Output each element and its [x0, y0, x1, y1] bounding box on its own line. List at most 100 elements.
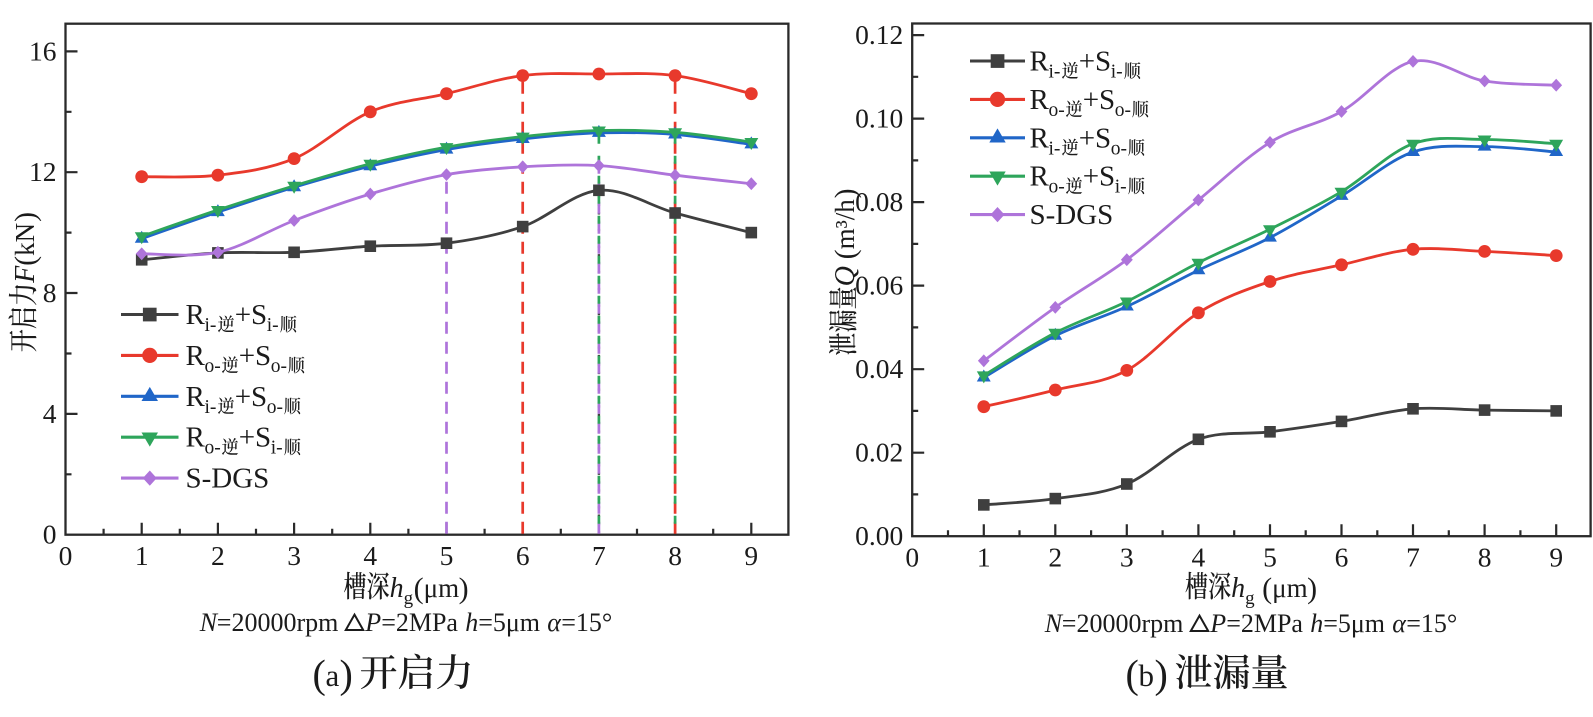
svg-text:+S: +S — [239, 340, 271, 372]
svg-text:R: R — [186, 299, 206, 331]
svg-text:0.10: 0.10 — [855, 103, 903, 134]
svg-text:R: R — [1030, 122, 1050, 154]
svg-text:R: R — [1030, 161, 1050, 193]
svg-text:7: 7 — [1406, 542, 1420, 573]
svg-text:=5μm: =5μm — [1323, 609, 1385, 638]
svg-text:): ) — [829, 188, 862, 198]
svg-text:2: 2 — [1048, 542, 1062, 573]
svg-text:μm: μm — [424, 573, 459, 603]
svg-text:(: ( — [313, 652, 326, 697]
svg-text:F: F — [10, 265, 41, 284]
svg-text:+S: +S — [1079, 46, 1111, 78]
svg-text:α: α — [1392, 609, 1407, 638]
svg-text:i-: i- — [1049, 62, 1061, 83]
svg-text:m³/h: m³/h — [830, 199, 860, 250]
svg-text:g: g — [404, 588, 414, 609]
svg-text:=20000rpm: =20000rpm — [217, 608, 339, 637]
svg-text:0.08: 0.08 — [855, 186, 903, 217]
svg-text:(: ( — [1126, 652, 1139, 697]
svg-text:+S: +S — [1079, 122, 1111, 154]
svg-text:o-: o- — [1049, 100, 1065, 121]
svg-text:i-: i- — [205, 315, 217, 336]
svg-text:4: 4 — [1192, 542, 1206, 573]
svg-text:i-: i- — [205, 397, 217, 418]
svg-text:(: ( — [1262, 572, 1272, 605]
svg-text:o-: o- — [205, 438, 221, 459]
svg-text:0: 0 — [905, 542, 919, 573]
svg-text:): ) — [340, 652, 353, 697]
svg-text:o-: o- — [267, 397, 283, 418]
svg-text:3: 3 — [1120, 542, 1134, 573]
svg-text:S-DGS: S-DGS — [1030, 199, 1114, 231]
svg-text:): ) — [459, 572, 469, 605]
svg-text:2: 2 — [211, 540, 225, 571]
svg-text:a: a — [326, 658, 340, 693]
svg-text:+S: +S — [1083, 84, 1115, 116]
svg-text:N: N — [199, 608, 219, 637]
svg-text:16: 16 — [29, 35, 57, 66]
svg-text:(: ( — [414, 572, 424, 605]
svg-text:5: 5 — [440, 540, 454, 571]
svg-text:+S: +S — [239, 422, 271, 454]
svg-text:6: 6 — [1335, 542, 1349, 573]
svg-text:R: R — [1030, 84, 1050, 116]
svg-text:+S: +S — [235, 381, 267, 413]
svg-text:R: R — [186, 340, 206, 372]
svg-text:0: 0 — [43, 519, 57, 550]
svg-text:8: 8 — [1478, 542, 1492, 573]
svg-text:o-: o- — [1049, 177, 1065, 198]
svg-text:7: 7 — [592, 540, 606, 571]
svg-text:S-DGS: S-DGS — [186, 463, 270, 495]
svg-text:P: P — [364, 608, 381, 637]
svg-text:o-: o- — [271, 356, 287, 377]
svg-text:): ) — [1307, 572, 1317, 605]
svg-text:μm: μm — [1272, 573, 1307, 603]
svg-text:α: α — [547, 608, 562, 637]
svg-text:+S: +S — [1083, 161, 1115, 193]
svg-text:9: 9 — [744, 540, 758, 571]
svg-text:kN: kN — [10, 223, 40, 256]
svg-text:(: ( — [9, 256, 42, 266]
svg-text:i-: i- — [1115, 177, 1127, 198]
svg-text:4: 4 — [43, 398, 57, 429]
svg-text:=15°: =15° — [1406, 609, 1457, 638]
svg-text:0.12: 0.12 — [855, 19, 903, 50]
svg-text:): ) — [1155, 652, 1168, 697]
svg-text:N: N — [1044, 609, 1064, 638]
svg-text:i-: i- — [1111, 62, 1123, 83]
svg-text:h: h — [465, 608, 478, 637]
svg-text:8: 8 — [43, 277, 57, 308]
svg-text:0.00: 0.00 — [855, 520, 903, 551]
svg-text:1: 1 — [977, 542, 991, 573]
svg-text:R: R — [186, 422, 206, 454]
svg-text:0.06: 0.06 — [855, 270, 903, 301]
svg-text:b: b — [1139, 658, 1155, 693]
svg-text:=20000rpm: =20000rpm — [1062, 609, 1184, 638]
svg-text:=2MPa: =2MPa — [1226, 609, 1303, 638]
svg-text:12: 12 — [29, 156, 57, 187]
svg-text:o-: o- — [1111, 138, 1127, 159]
svg-text:6: 6 — [516, 540, 530, 571]
svg-text:o-: o- — [1115, 100, 1131, 121]
svg-text:Q: Q — [830, 266, 861, 286]
svg-text:9: 9 — [1549, 542, 1563, 573]
svg-text:(: ( — [829, 249, 862, 259]
svg-text:g: g — [1245, 588, 1255, 609]
svg-text:=15°: =15° — [561, 608, 612, 637]
svg-text:i-: i- — [271, 438, 283, 459]
svg-text:h: h — [390, 573, 404, 604]
svg-text:5: 5 — [1263, 542, 1277, 573]
svg-text:+S: +S — [235, 299, 267, 331]
svg-text:o-: o- — [205, 356, 221, 377]
svg-text:0.04: 0.04 — [855, 353, 903, 384]
svg-text:0.02: 0.02 — [855, 437, 903, 468]
svg-text:=2MPa: =2MPa — [381, 608, 458, 637]
svg-text:h: h — [1310, 609, 1323, 638]
svg-text:8: 8 — [668, 540, 682, 571]
svg-text:=5μm: =5μm — [478, 608, 540, 637]
svg-text:): ) — [9, 212, 42, 222]
svg-text:1: 1 — [135, 540, 149, 571]
svg-text:i-: i- — [1049, 138, 1061, 159]
svg-text:4: 4 — [363, 540, 377, 571]
svg-text:P: P — [1209, 609, 1226, 638]
